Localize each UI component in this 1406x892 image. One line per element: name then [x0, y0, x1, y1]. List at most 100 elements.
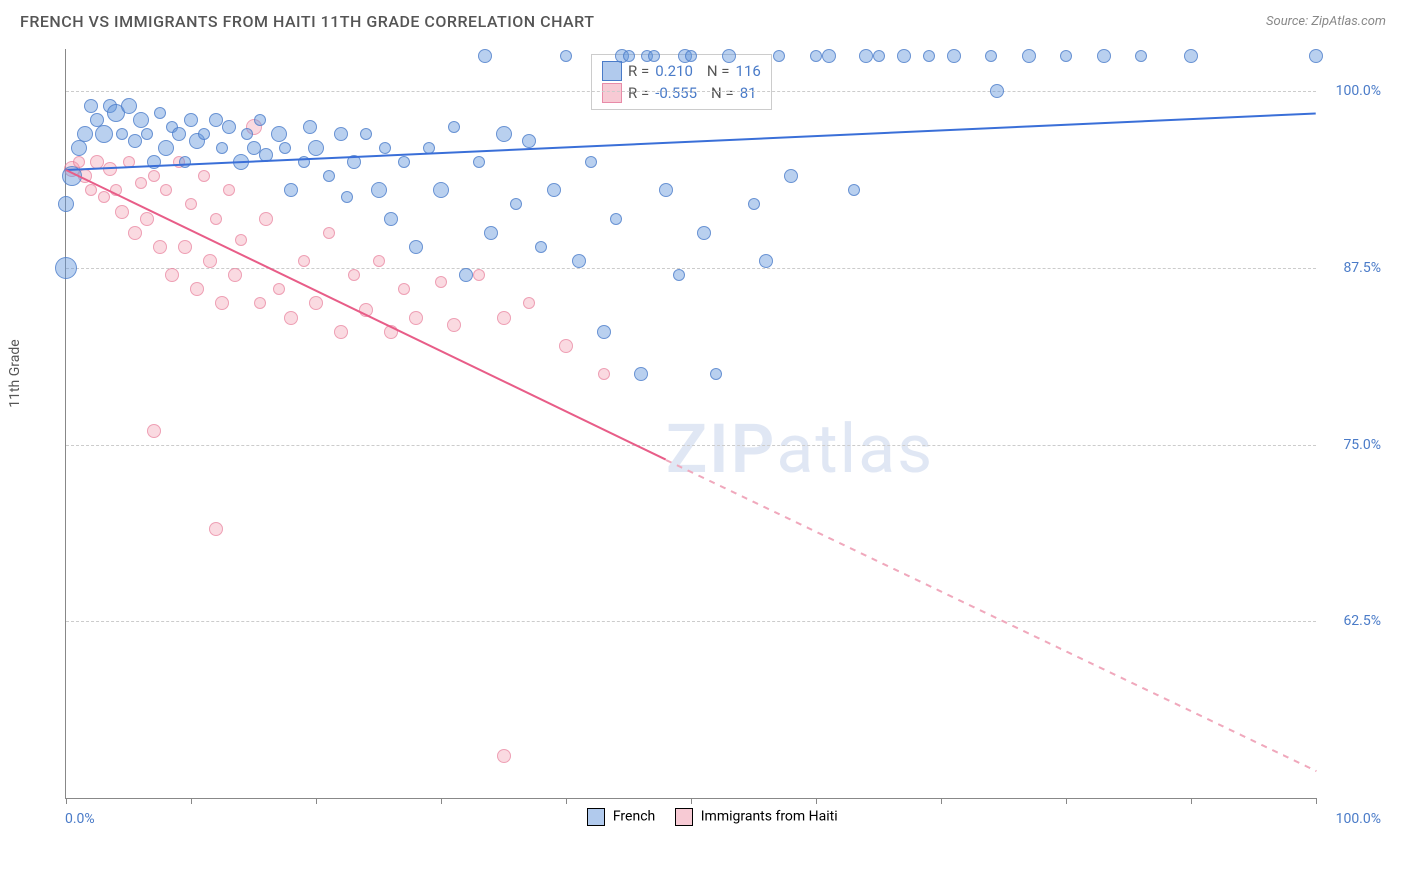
x-tick [1066, 798, 1067, 804]
y-tick-label: 62.5% [1343, 613, 1381, 629]
scatter-point [179, 156, 191, 168]
scatter-point [334, 127, 348, 141]
scatter-point [128, 134, 142, 148]
scatter-point [610, 213, 622, 225]
scatter-point [254, 114, 266, 126]
x-tick [441, 798, 442, 804]
scatter-point [158, 140, 174, 156]
scatter-point [947, 49, 961, 63]
scatter-point [360, 128, 372, 140]
scatter-point [409, 311, 423, 325]
scatter-point [303, 120, 317, 134]
scatter-point [77, 126, 93, 142]
scatter-point [559, 339, 573, 353]
scatter-point [55, 257, 77, 279]
x-tick [816, 798, 817, 804]
chart-header: FRENCH VS IMMIGRANTS FROM HAITI 11TH GRA… [0, 0, 1406, 39]
scatter-point [822, 49, 836, 63]
plot-area: ZIPatlas R = 0.210 N = 116 R = -0.555 N … [65, 49, 1316, 799]
scatter-point [373, 255, 385, 267]
scatter-point [190, 282, 204, 296]
scatter-point [748, 198, 760, 210]
legend-row-pink: R = -0.555 N = 81 [602, 83, 761, 103]
scatter-point [153, 240, 167, 254]
scatter-point [496, 126, 512, 142]
scatter-point [323, 227, 335, 239]
scatter-point [572, 254, 586, 268]
scatter-point [235, 234, 247, 246]
scatter-point [523, 297, 535, 309]
y-tick-label: 75.0% [1343, 437, 1381, 453]
legend-swatch-pink [602, 83, 622, 103]
trend-line [666, 459, 1317, 772]
scatter-point [1060, 50, 1072, 62]
legend-item-blue: French [587, 808, 655, 826]
gridline [66, 91, 1316, 92]
scatter-point [135, 177, 147, 189]
scatter-point [859, 49, 873, 63]
x-axis-max-label: 100.0% [1336, 811, 1381, 827]
scatter-point [184, 113, 198, 127]
scatter-point [348, 269, 360, 281]
x-tick [1191, 798, 1192, 804]
scatter-point [58, 196, 74, 212]
scatter-point [116, 128, 128, 140]
scatter-point [598, 368, 610, 380]
scatter-point [298, 255, 310, 267]
scatter-point [128, 226, 142, 240]
scatter-point [484, 226, 498, 240]
scatter-point [510, 198, 522, 210]
scatter-point [284, 183, 298, 197]
scatter-point [433, 182, 449, 198]
scatter-point [478, 49, 492, 63]
scatter-point [1309, 49, 1323, 63]
scatter-point [216, 142, 228, 154]
watermark: ZIPatlas [666, 409, 934, 489]
scatter-point [379, 142, 391, 154]
scatter-point [398, 283, 410, 295]
scatter-point [371, 182, 387, 198]
scatter-point [923, 50, 935, 62]
scatter-point [1184, 49, 1198, 63]
scatter-point [185, 198, 197, 210]
scatter-point [759, 254, 773, 268]
scatter-point [810, 50, 822, 62]
scatter-point [547, 183, 561, 197]
x-tick [316, 798, 317, 804]
series-legend: French Immigrants from Haiti [587, 808, 837, 826]
scatter-point [1135, 50, 1147, 62]
scatter-point [84, 99, 98, 113]
scatter-point [215, 296, 229, 310]
scatter-point [115, 205, 129, 219]
scatter-point [784, 169, 798, 183]
scatter-point [447, 318, 461, 332]
scatter-point [198, 170, 210, 182]
scatter-point [198, 128, 210, 140]
scatter-point [241, 128, 253, 140]
scatter-point [722, 49, 736, 63]
scatter-point [323, 170, 335, 182]
scatter-point [254, 297, 266, 309]
scatter-point [985, 50, 997, 62]
scatter-point [897, 49, 911, 63]
scatter-point [673, 269, 685, 281]
x-axis-min-label: 0.0% [65, 811, 95, 827]
scatter-point [222, 120, 236, 134]
x-tick [1316, 798, 1317, 804]
scatter-point [535, 241, 547, 253]
legend-swatch-icon [675, 808, 693, 826]
scatter-point [172, 127, 186, 141]
scatter-point [1097, 49, 1111, 63]
x-tick [566, 798, 567, 804]
scatter-point [497, 749, 511, 763]
x-tick [691, 798, 692, 804]
gridline [66, 621, 1316, 622]
scatter-point [398, 156, 410, 168]
source-label: Source: ZipAtlas.com [1266, 14, 1386, 29]
y-tick-label: 100.0% [1336, 83, 1381, 99]
scatter-point [160, 184, 172, 196]
scatter-point [308, 140, 324, 156]
scatter-point [634, 367, 648, 381]
scatter-point [560, 50, 572, 62]
scatter-point [648, 50, 660, 62]
